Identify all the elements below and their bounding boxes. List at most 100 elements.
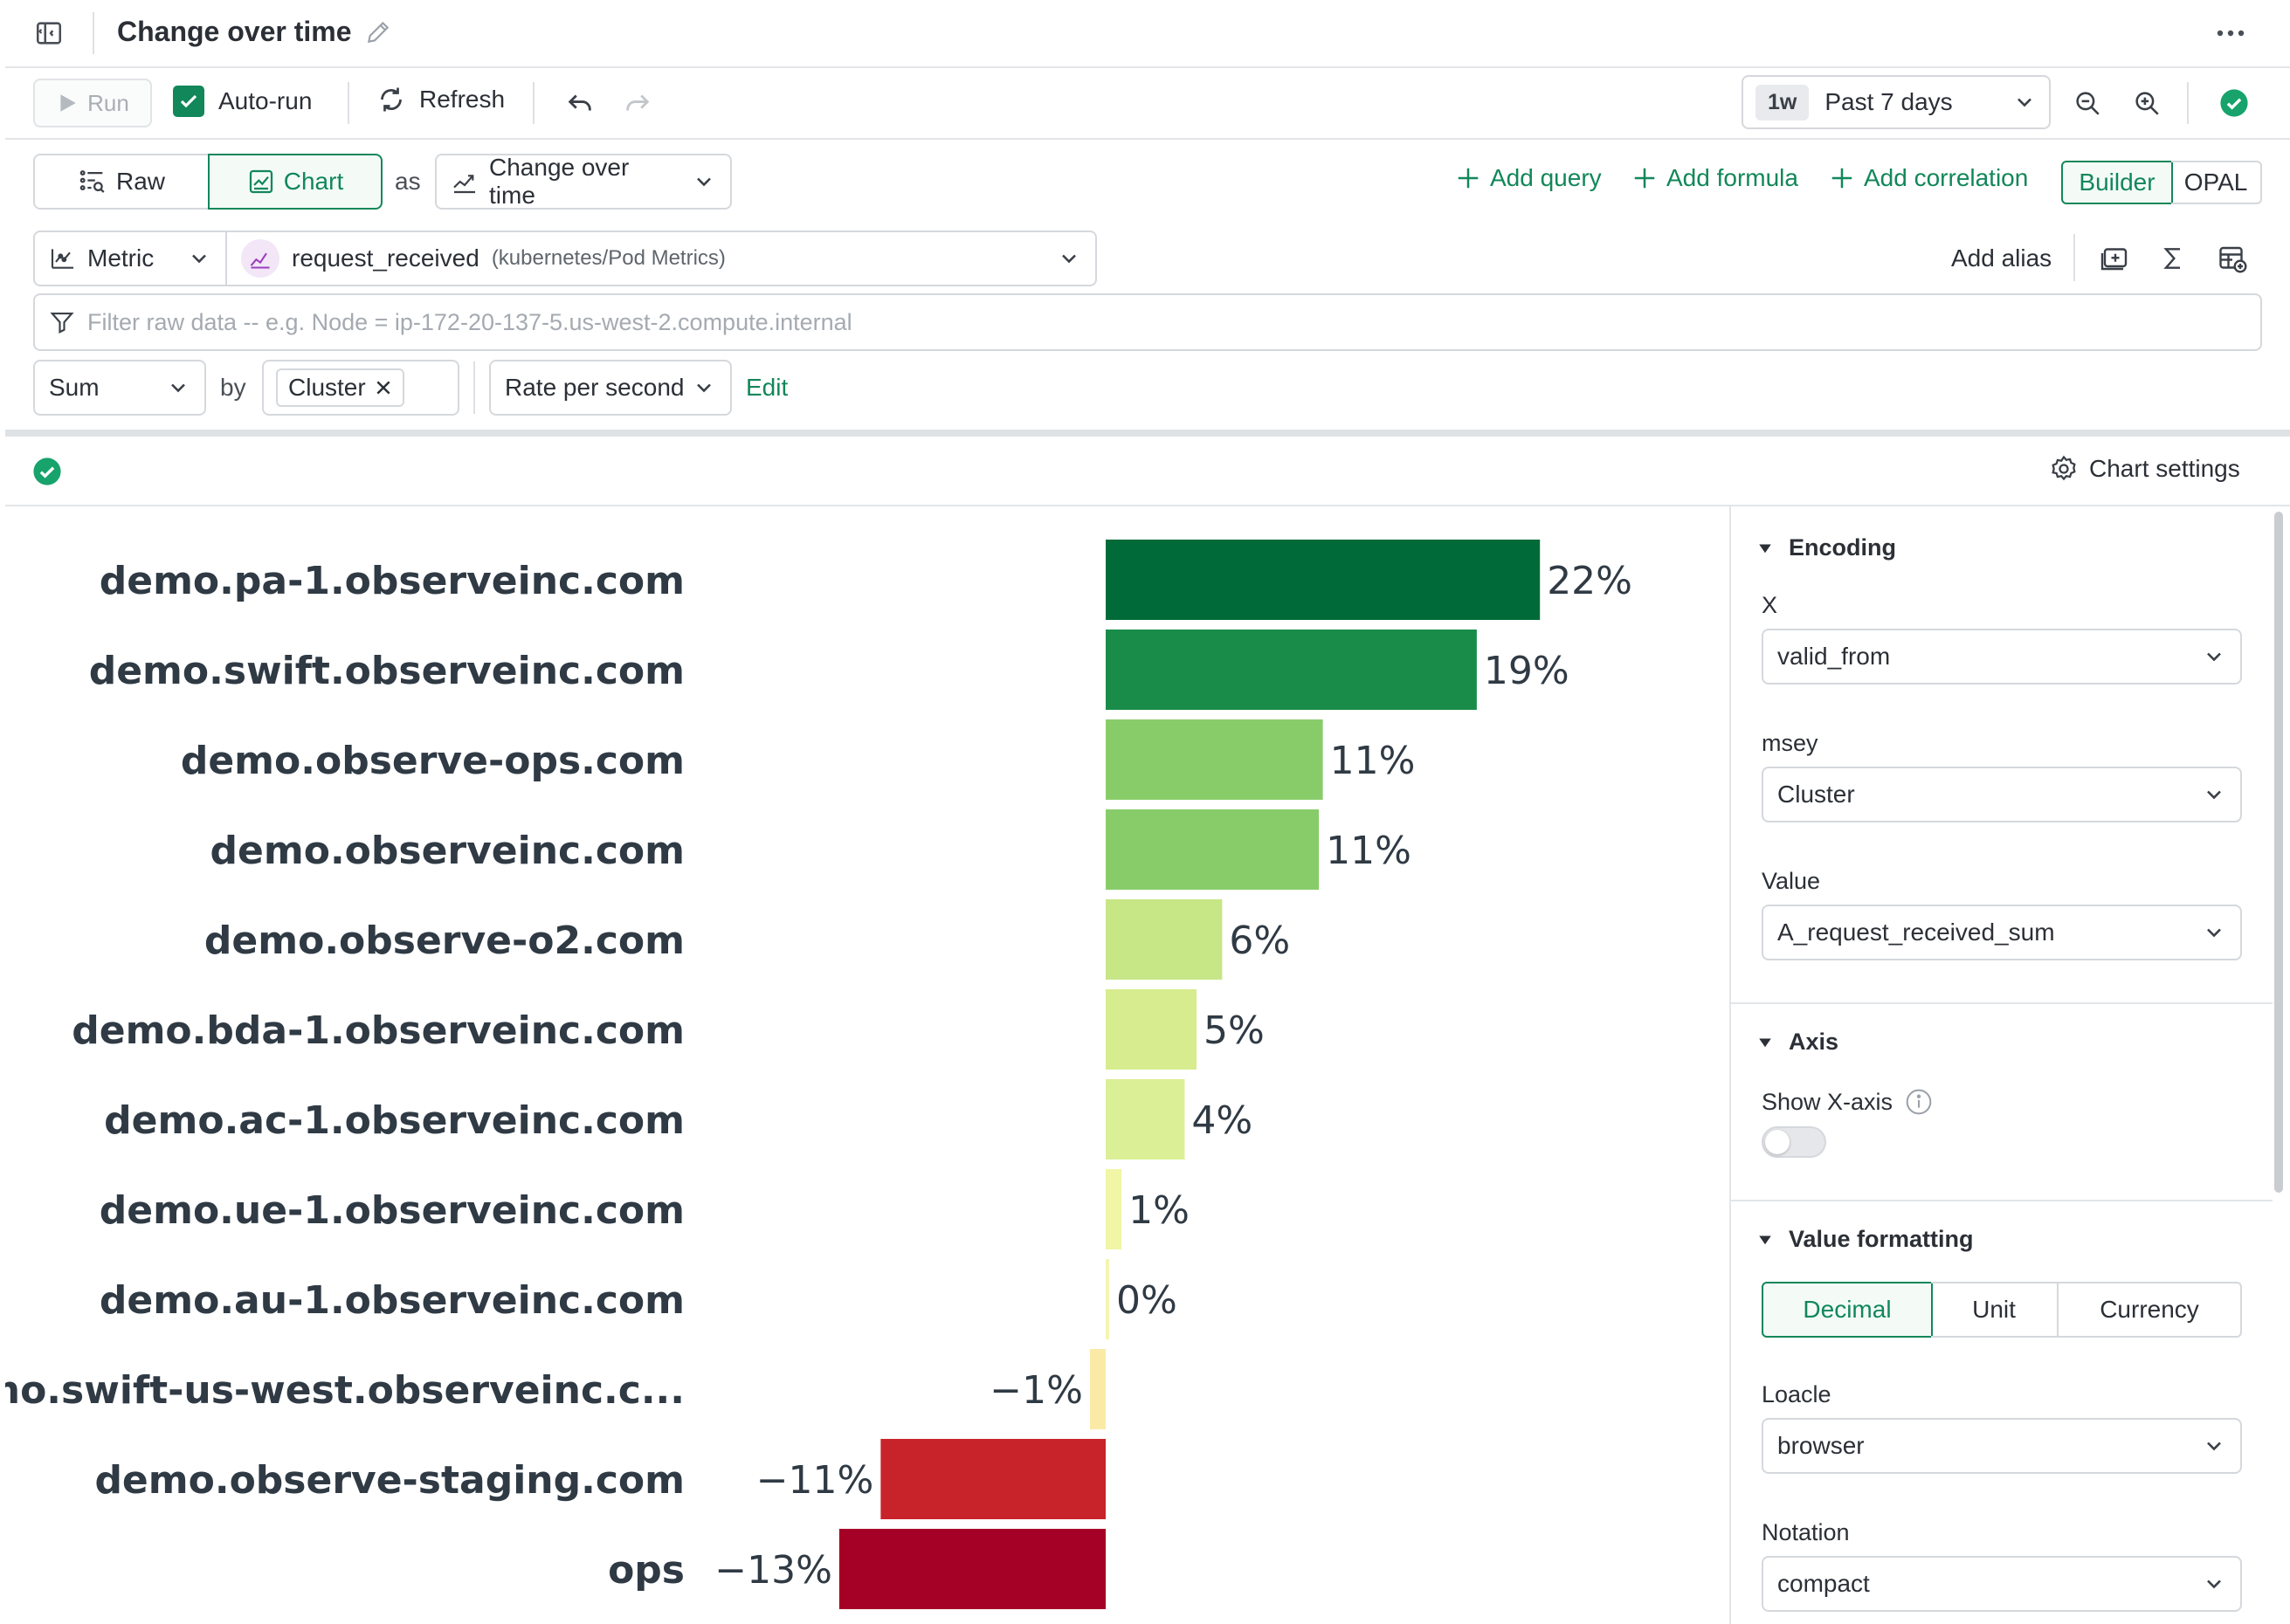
notation-label: Notation (1762, 1519, 1850, 1545)
status-ok-icon (2217, 86, 2252, 120)
tab-chart[interactable]: Chart (208, 154, 383, 210)
category-label: ops (608, 1548, 685, 1593)
rate-select[interactable]: Rate per second (489, 360, 732, 416)
bar-chart: demo.pa-1.observeinc.com 22% demo.swift.ob… (5, 540, 1632, 1609)
run-button-label: Run (87, 89, 129, 116)
add-query-label: Add query (1490, 164, 1602, 191)
undo-icon[interactable] (561, 84, 599, 122)
value-formatting-section-header[interactable]: Value formatting (1757, 1226, 1974, 1253)
time-range-picker[interactable]: 1w Past 7 days (1742, 75, 2051, 129)
chart-type-select[interactable]: Change over time (435, 154, 732, 210)
builder-mode-button[interactable]: Builder (2061, 161, 2173, 204)
locale-select[interactable]: browser (1762, 1418, 2242, 1474)
notation-select[interactable]: compact (1762, 1556, 2242, 1612)
add-correlation-button[interactable]: Add correlation (1829, 164, 2028, 192)
show-x-axis-toggle[interactable] (1762, 1126, 1826, 1158)
format-tab-unit[interactable]: Unit (1931, 1282, 2059, 1338)
category-label: demo.bda-1.observeinc.com (72, 1008, 685, 1053)
edit-link[interactable]: Edit (746, 374, 789, 401)
axis-section-header[interactable]: Axis (1757, 1029, 1838, 1056)
x-select-value: valid_from (1777, 643, 1891, 670)
bar[interactable] (1106, 809, 1320, 890)
opal-label: OPAL (2183, 169, 2248, 196)
metric-select[interactable]: request_received (kubernetes/Pod Metrics… (225, 231, 1097, 286)
category-label: demo.observe-o2.com (204, 919, 685, 963)
bar[interactable] (880, 1439, 1106, 1519)
edit-title-pencil-icon[interactable] (362, 16, 395, 49)
chevron-down-icon (2207, 1442, 2221, 1451)
format-tab-decimal[interactable]: Decimal (1762, 1282, 1933, 1338)
metric-type-icon (241, 239, 279, 278)
opal-mode-button[interactable]: OPAL (2171, 161, 2262, 204)
run-button[interactable]: Run (33, 79, 152, 127)
data-label: 11% (1326, 829, 1411, 873)
sigma-icon[interactable] (2154, 239, 2192, 278)
autorun-checkbox[interactable] (173, 86, 204, 117)
aggregation-select[interactable]: Sum (33, 360, 206, 416)
add-query-button[interactable]: Add query (1455, 164, 1602, 192)
time-range-pill: 1w (1755, 84, 1810, 120)
value-select[interactable]: A_request_received_sum (1762, 905, 2242, 960)
source-type-select[interactable]: Metric (33, 231, 227, 286)
data-label: −13% (714, 1548, 832, 1593)
chart-type-value: Change over time (489, 154, 630, 209)
add-alias-button[interactable]: Add alias (1951, 244, 2052, 272)
category-label: demo.pa-1.observeinc.com (100, 559, 685, 603)
filter-input[interactable]: Filter raw data -- e.g. Node = ip-172-20… (33, 293, 2262, 351)
group-by-input[interactable]: Cluster (262, 360, 459, 416)
redo-icon[interactable] (618, 84, 657, 122)
refresh-icon (381, 87, 402, 112)
checkmark-icon (180, 94, 197, 108)
tab-raw[interactable]: Raw (33, 154, 210, 210)
data-label: −1% (990, 1368, 1083, 1413)
key-select-value: Cluster (1777, 781, 1855, 808)
bar[interactable] (1106, 540, 1541, 620)
bar[interactable] (1089, 1349, 1106, 1429)
data-label: 0% (1116, 1278, 1177, 1323)
chevron-down-icon (2207, 1579, 2221, 1589)
refresh-button[interactable]: Refresh (376, 84, 505, 115)
panel-scrollbar[interactable] (2274, 512, 2283, 1193)
data-label: 5% (1204, 1008, 1265, 1053)
chevron-down-icon (2207, 652, 2221, 662)
axis-title: Axis (1789, 1029, 1839, 1055)
format-tab-currency[interactable]: Currency (2057, 1282, 2242, 1338)
gear-icon (2052, 455, 2076, 481)
chart-area: demo.pa-1.observeinc.com 22% demo.swift.ob… (5, 506, 1729, 1624)
chevron-down-icon (192, 254, 206, 264)
add-table-icon[interactable] (2213, 239, 2252, 278)
autorun-toggle[interactable]: Auto-run (173, 86, 312, 117)
add-formula-button[interactable]: Add formula (1631, 164, 1798, 192)
bar[interactable] (1106, 989, 1197, 1070)
x-select[interactable]: valid_from (1762, 629, 2242, 685)
add-panel-icon[interactable] (2096, 239, 2135, 278)
bar[interactable] (838, 1529, 1106, 1609)
zoom-out-icon[interactable] (2068, 84, 2107, 122)
chevron-down-icon (1062, 254, 1076, 264)
info-icon[interactable] (1905, 1088, 1933, 1116)
zoom-in-icon[interactable] (2128, 84, 2166, 122)
key-select[interactable]: Cluster (1762, 767, 2242, 822)
encoding-section-header[interactable]: Encoding (1757, 534, 1896, 561)
chevron-down-icon (697, 383, 711, 393)
metric-dataset: (kubernetes/Pod Metrics) (491, 246, 726, 270)
bar[interactable] (1106, 1079, 1185, 1160)
chart-settings-label: Chart settings (2089, 455, 2240, 482)
category-label: demo.observe-ops.com (181, 739, 685, 783)
sidebar-toggle-icon[interactable] (31, 16, 66, 51)
bar[interactable] (1106, 630, 1477, 710)
chevron-down-icon (2018, 98, 2031, 107)
metric-icon (51, 249, 73, 269)
encoding-title: Encoding (1789, 534, 1896, 561)
bar[interactable] (1106, 1169, 1122, 1249)
result-status-bar: Chart settings (5, 437, 2290, 506)
chart-settings-button[interactable]: Chart settings (2049, 454, 2240, 484)
key-label: msey (1762, 730, 1818, 756)
bar[interactable] (1106, 1259, 1109, 1339)
bar[interactable] (1106, 719, 1323, 800)
bar[interactable] (1106, 899, 1223, 980)
more-options-icon[interactable] (2211, 16, 2250, 51)
close-icon[interactable] (375, 379, 392, 396)
page-title[interactable]: Change over time (117, 16, 352, 47)
rate-value: Rate per second (505, 374, 685, 401)
